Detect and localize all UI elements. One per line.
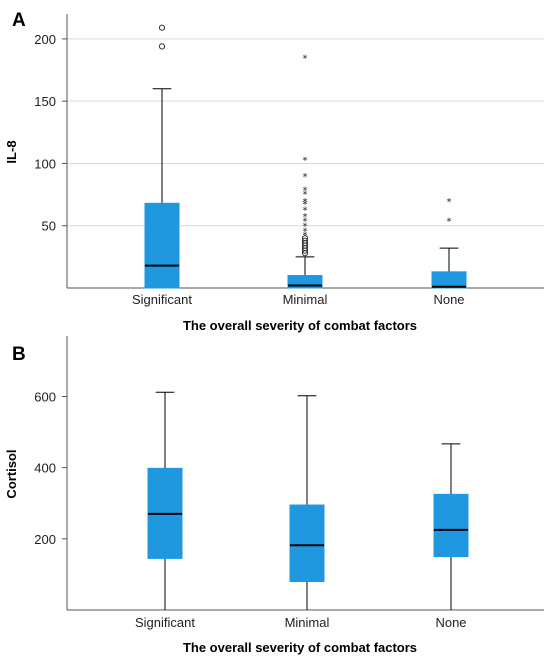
outlier-star: * — [303, 197, 308, 208]
outlier-star: * — [303, 199, 308, 210]
outlier-star: * — [303, 206, 308, 217]
y-axis-title-b: Cortisol — [4, 449, 19, 498]
outlier-circle — [301, 237, 309, 244]
outlier-star: * — [303, 189, 308, 200]
y-tick-label: 200 — [34, 32, 56, 47]
outlier-star: * — [303, 217, 308, 228]
y-tick-label: 600 — [34, 389, 56, 404]
y-tick-label: 150 — [34, 94, 56, 109]
y-tick-label: 50 — [42, 219, 56, 234]
outlier-star: * — [303, 156, 308, 167]
outlier-star: * — [303, 230, 308, 241]
outlier-star: * — [303, 186, 308, 197]
x-axis-title-b: The overall severity of combat factors — [183, 640, 417, 655]
iqr-box — [431, 271, 467, 289]
outlier-star: * — [447, 217, 452, 228]
x-tick-label: None — [435, 615, 466, 630]
x-tick-label: Minimal — [283, 292, 328, 307]
outlier-star: * — [303, 222, 308, 233]
x-tick-label: None — [433, 292, 464, 307]
outlier-star: * — [303, 212, 308, 223]
outlier-star: * — [447, 197, 452, 208]
iqr-box — [433, 493, 469, 558]
x-tick-label: Significant — [135, 615, 195, 630]
y-tick-label: 100 — [34, 156, 56, 171]
y-axis-title-a: IL-8 — [4, 140, 19, 163]
outlier-circle — [158, 24, 166, 31]
outlier-star: * — [303, 172, 308, 183]
outlier-circle — [158, 43, 166, 50]
y-tick-label: 200 — [34, 532, 56, 547]
iqr-box — [144, 202, 180, 289]
plot-panel-b: 200 400 600 Significant Minimal None — [34, 336, 544, 630]
panel-label-a: A — [12, 10, 26, 31]
x-tick-label: Minimal — [285, 615, 330, 630]
outlier-circle — [301, 235, 309, 242]
x-axis-title-a: The overall severity of combat factors — [183, 318, 417, 333]
x-tick-label: Significant — [132, 292, 192, 307]
outlier-star: * — [303, 227, 308, 238]
iqr-box — [289, 504, 325, 583]
outlier-star: * — [303, 54, 308, 65]
panel-label-b: B — [12, 344, 26, 365]
y-tick-label: 400 — [34, 461, 56, 476]
